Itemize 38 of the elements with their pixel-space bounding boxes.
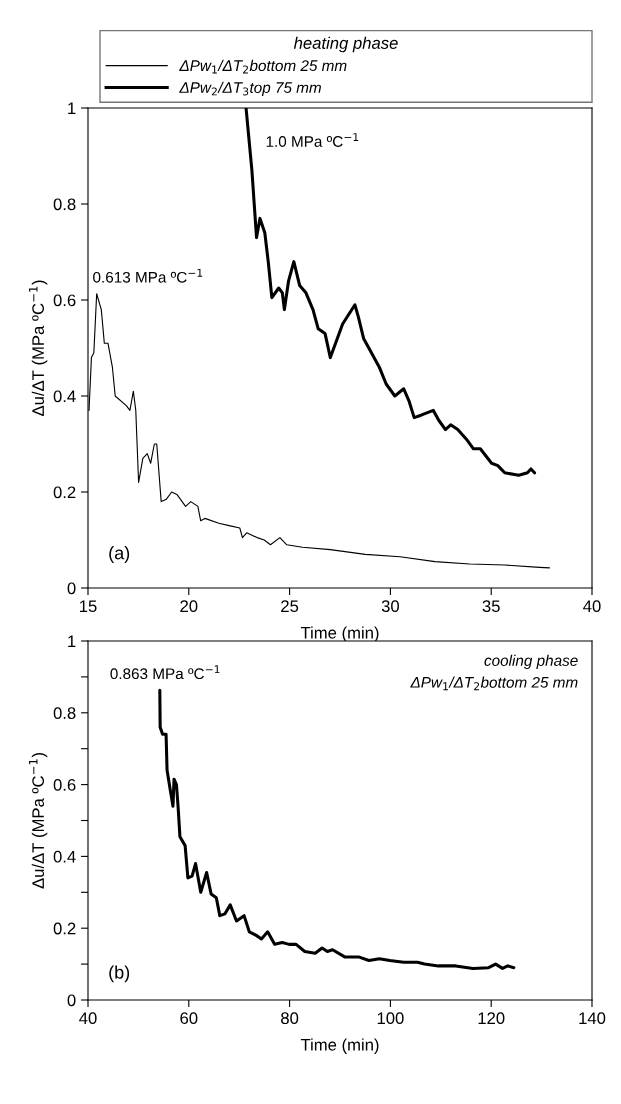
annotation: 1.0 MPa ºC$^{−1}$ bbox=[266, 133, 359, 147]
x-tick-label: 120 bbox=[478, 1012, 505, 1025]
x-tick-label: 20 bbox=[180, 600, 198, 613]
y-tick-label: 0.6 bbox=[53, 779, 76, 791]
x-axis-title: Time (min) bbox=[300, 1038, 379, 1054]
x-axis-title: Time (min) bbox=[300, 626, 379, 642]
x-tick-label: 40 bbox=[79, 1012, 97, 1025]
annotation: (a) bbox=[109, 546, 130, 563]
y-tick-label: 0.8 bbox=[53, 198, 76, 211]
y-tick-label: 0 bbox=[67, 582, 76, 595]
text: ΔPw$_{1}$/ΔT$_{2}$bottom 25 mm bbox=[410, 676, 578, 691]
y-tick-label: 0.2 bbox=[53, 486, 76, 499]
x-tick-label: 40 bbox=[583, 600, 601, 613]
x-tick-label: 80 bbox=[281, 1012, 299, 1025]
annotation: (b) bbox=[109, 965, 130, 983]
x-tick-label: 15 bbox=[80, 600, 97, 613]
y-tick-label: 1 bbox=[68, 102, 76, 115]
y-axis-title: Δu/ΔT (MPa ºC$^{−1}$) bbox=[28, 280, 48, 416]
y-tick-label: 0.6 bbox=[53, 294, 76, 307]
x-tick-label: 60 bbox=[180, 1012, 198, 1025]
y-tick-label: 0 bbox=[67, 994, 76, 1007]
y-axis-title: Δu/ΔT (MPa ºC$^{−1}$) bbox=[28, 753, 48, 889]
y-tick-label: 1 bbox=[68, 635, 76, 648]
x-tick-label: 100 bbox=[377, 1012, 404, 1025]
x-tick-label: 140 bbox=[579, 1012, 606, 1025]
x-tick-label: 35 bbox=[482, 600, 500, 613]
legend-label: ΔPw$_{2}$/ΔT$_{3}$top 75 mm bbox=[179, 81, 321, 97]
x-tick-label: 30 bbox=[381, 600, 400, 613]
y-tick-label: 0.4 bbox=[53, 850, 76, 863]
y-tick-label: 0.2 bbox=[53, 922, 76, 935]
legend-label: ΔPw$_{1}$/ΔT$_{2}$bottom 25 mm bbox=[179, 59, 347, 74]
legend-title: heating phase bbox=[293, 36, 398, 53]
annotation: 0.863 MPa ºC$^{−1}$ bbox=[110, 665, 220, 680]
x-tick-label: 25 bbox=[281, 600, 299, 613]
annotation: 0.613 MPa ºC$^{−1}$ bbox=[93, 268, 203, 283]
legend-title: cooling phase bbox=[484, 654, 578, 669]
y-tick-label: 0.8 bbox=[53, 707, 76, 719]
y-tick-label: 0.4 bbox=[53, 390, 76, 403]
